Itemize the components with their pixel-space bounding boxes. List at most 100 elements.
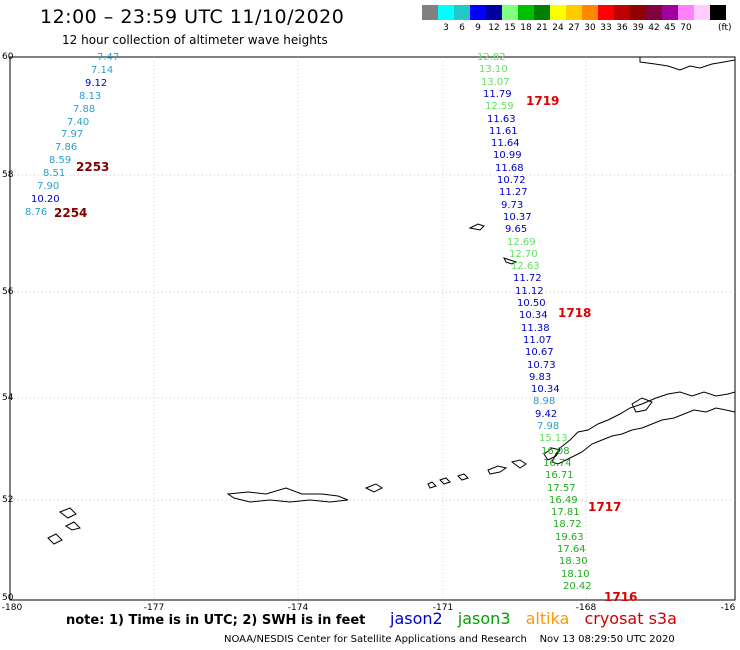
legend-swatch	[454, 5, 470, 20]
time-tag: 1718	[558, 306, 592, 320]
sat-label-jason3: jason3	[457, 609, 511, 628]
swh-observation: 16.71	[545, 470, 574, 482]
swh-observation: 9.73	[501, 199, 524, 211]
time-tag: 2253	[76, 160, 110, 174]
swh-observation: 10.34	[519, 310, 548, 322]
swh-observation: 19.63	[555, 531, 584, 543]
time-tag: 1717	[588, 500, 622, 514]
page-title: 12:00 – 23:59 UTC 11/10/2020	[40, 6, 345, 28]
legend-label: 18	[520, 23, 532, 33]
swh-observation: 16.74	[543, 457, 572, 469]
x-label: -180	[1, 603, 23, 613]
legend-label: 21	[536, 23, 548, 33]
legend-label: 27	[568, 23, 580, 33]
swh-observation: 10.99	[493, 150, 522, 162]
swh-observation: 9.42	[535, 408, 558, 420]
sat-label-altika: altika	[525, 609, 570, 628]
swh-observation: 7.86	[55, 142, 78, 154]
time-tag: 1719	[526, 94, 560, 108]
swh-observation: 12.82	[477, 52, 506, 63]
legend-swatch	[502, 5, 518, 20]
swh-observation: 13.10	[479, 64, 508, 76]
swh-observation: 10.37	[503, 211, 532, 223]
swh-observation: 18.10	[561, 568, 590, 580]
swh-observation: 20.42	[563, 580, 592, 592]
swh-observation: 8.76	[25, 206, 48, 218]
credit-line: NOAA/NESDIS Center for Satellite Applica…	[224, 634, 675, 645]
swh-observation: 10.67	[525, 347, 554, 359]
swh-observation: 11.27	[499, 187, 528, 199]
y-label: 52	[2, 495, 14, 505]
legend-swatch	[582, 5, 598, 20]
alaska-peninsula	[551, 391, 736, 465]
swh-observation: 7.90	[37, 181, 60, 192]
swh-observation: 7.40	[67, 116, 90, 128]
y-label: 60	[2, 52, 14, 62]
swh-observation: 7.47	[97, 52, 120, 63]
legend-swatch	[534, 5, 550, 20]
legend-label: 9	[475, 23, 481, 33]
swh-observation: 8.59	[49, 155, 72, 167]
swh-observation: 11.61	[489, 125, 518, 137]
swh-observation: 8.98	[533, 396, 556, 408]
legend-label: 15	[504, 23, 516, 33]
swh-observation: 9.83	[529, 371, 552, 383]
legend-swatch	[550, 5, 566, 20]
swh-observation: 18.30	[559, 556, 588, 568]
sat-label-cryosat: cryosat s3a	[584, 609, 677, 628]
swh-observation: 11.38	[521, 322, 550, 334]
time-tag: 1716	[604, 590, 638, 604]
legend-label: 24	[552, 23, 564, 33]
swh-observation: 12.63	[511, 261, 540, 273]
swh-observation: 16.49	[549, 494, 578, 506]
legend-swatch	[614, 5, 630, 20]
legend-label: 70	[680, 23, 692, 33]
y-label: 56	[2, 287, 14, 297]
mainland-coast	[639, 56, 736, 71]
fox-islands	[487, 459, 527, 475]
swh-observation: 17.64	[557, 544, 586, 555]
satellite-legend: jason2 jason3 altika cryosat s3a	[390, 609, 687, 628]
legend-swatch	[518, 5, 534, 20]
legend-label: 45	[664, 23, 676, 33]
legend-swatch	[662, 5, 678, 20]
kodiak	[631, 397, 653, 413]
legend-swatch	[422, 5, 438, 20]
time-tag: 2254	[54, 206, 88, 220]
legend-swatch	[566, 5, 582, 20]
footnote: note: 1) Time is in UTC; 2) SWH is in fe…	[66, 613, 366, 628]
swh-observation: 11.63	[487, 113, 516, 125]
legend-swatch	[678, 5, 694, 20]
unimak	[543, 447, 561, 461]
legend-label: 33	[600, 23, 612, 33]
coastlines	[47, 56, 736, 545]
swh-observation: 10.20	[31, 193, 60, 205]
swh-observation: 11.07	[523, 334, 552, 346]
x-label: -174	[287, 603, 309, 613]
swh-observation: 12.70	[509, 248, 538, 260]
islands-of-four	[427, 473, 469, 489]
swh-observation: 7.98	[537, 421, 560, 432]
island-pribilof	[503, 257, 518, 265]
legend-label: 12	[488, 23, 500, 33]
rat-islands	[226, 487, 349, 503]
swh-observation: 11.79	[483, 88, 512, 100]
swh-observation: 11.68	[495, 162, 524, 174]
swh-observation: 7.14	[91, 64, 114, 76]
swh-observation: 10.72	[497, 175, 526, 186]
swh-observation: 17.81	[551, 507, 580, 519]
swh-observation: 10.34	[531, 384, 560, 396]
x-label: -177	[143, 603, 165, 613]
near-islands	[47, 507, 81, 545]
legend-label: 30	[584, 23, 596, 33]
andreanof	[364, 483, 383, 493]
swh-observation: 10.50	[517, 298, 546, 309]
swh-observation: 7.97	[61, 129, 84, 141]
x-label: -168	[575, 603, 597, 613]
swh-observation: 17.57	[547, 482, 576, 494]
swh-observation: 11.72	[513, 273, 542, 285]
y-label: 54	[2, 393, 14, 403]
legend-label: 3	[443, 23, 449, 33]
swh-observation: 15.13	[539, 433, 568, 445]
